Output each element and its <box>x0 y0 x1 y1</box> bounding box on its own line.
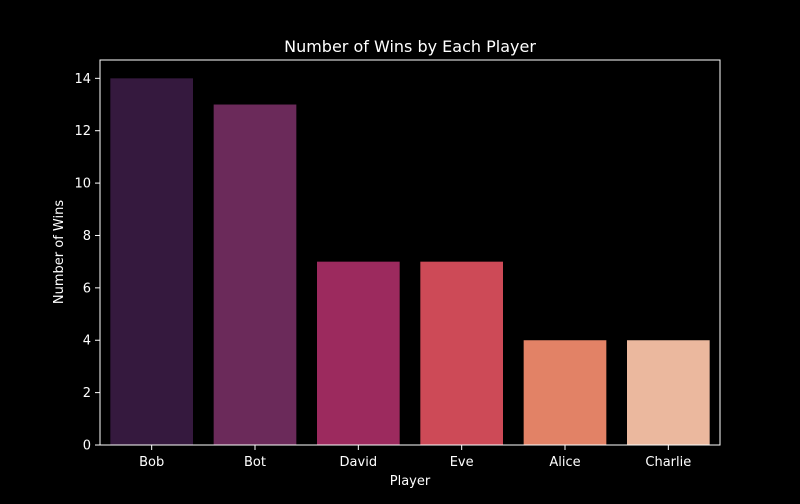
x-tick-label: David <box>340 455 378 470</box>
y-axis-label: Number of Wins <box>52 200 67 304</box>
bar-charlie <box>627 340 710 445</box>
y-tick-label: 6 <box>83 281 91 296</box>
x-axis: Bob Bot David Eve Alice Charlie <box>139 445 691 470</box>
y-tick-label: 12 <box>74 124 91 139</box>
chart-title: Number of Wins by Each Player <box>284 37 536 56</box>
bar-david <box>317 261 400 445</box>
bar-bot <box>213 104 297 446</box>
y-tick-label: 2 <box>83 386 91 401</box>
bar-alice <box>523 340 607 445</box>
bar-bob <box>110 78 193 445</box>
y-tick-label: 10 <box>74 177 91 192</box>
x-axis-label: Player <box>390 474 431 489</box>
x-tick-label: Bot <box>244 455 266 470</box>
bar-eve <box>420 261 503 445</box>
bars-group <box>110 78 710 446</box>
x-tick-label: Eve <box>450 455 474 470</box>
y-tick-label: 4 <box>83 334 91 349</box>
x-tick-label: Alice <box>549 455 580 470</box>
plot-frame <box>99 59 721 446</box>
y-tick-label: 8 <box>83 229 91 244</box>
x-tick-label: Bob <box>139 455 164 470</box>
y-tick-label: 14 <box>74 72 91 87</box>
x-tick-label: Charlie <box>645 455 691 470</box>
y-tick-label: 0 <box>83 439 91 454</box>
y-axis: 0 2 4 6 8 10 12 14 <box>74 72 100 454</box>
